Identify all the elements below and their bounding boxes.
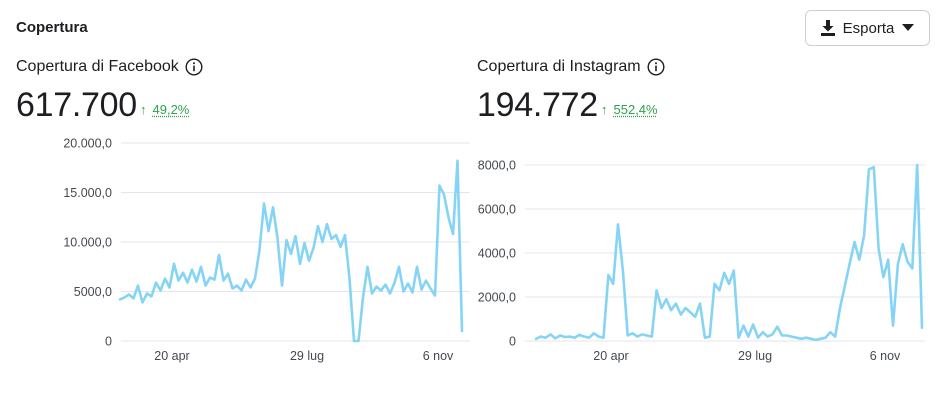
export-label: Esporta	[842, 19, 895, 37]
instagram-panel-title: Copertura di Instagram	[477, 58, 665, 76]
facebook-y-tick-label: 10.000,0	[63, 236, 112, 250]
instagram-reach-value: 194.772	[477, 86, 598, 124]
facebook-x-tick-label: 20 apr	[154, 349, 189, 363]
instagram-x-tick-label: 6 nov	[870, 349, 901, 363]
download-icon	[820, 20, 835, 36]
facebook-delta: ↑ 49,2%	[140, 102, 189, 117]
info-icon[interactable]	[185, 58, 203, 76]
instagram-delta: ↑ 552,4%	[601, 102, 658, 117]
instagram-y-tick-label: 8000,0	[478, 159, 516, 173]
caret-down-icon	[902, 24, 915, 31]
facebook-y-tick-label: 20.000,0	[63, 137, 112, 151]
facebook-y-tick-label: 5000,0	[74, 285, 112, 299]
instagram-x-tick-label: 20 apr	[593, 349, 628, 363]
instagram-reach-series-line[interactable]	[534, 163, 924, 342]
instagram-y-tick-label: 6000,0	[478, 203, 516, 217]
facebook-x-tick-label: 29 lug	[290, 349, 324, 363]
up-arrow-icon: ↑	[140, 102, 147, 117]
export-button[interactable]: Esporta	[805, 10, 930, 46]
instagram-x-tick-label: 29 lug	[738, 349, 772, 363]
facebook-reach-series-line[interactable]	[118, 159, 464, 343]
facebook-y-tick-label: 0	[105, 335, 112, 349]
facebook-x-tick-label: 6 nov	[423, 349, 454, 363]
up-arrow-icon: ↑	[601, 102, 608, 117]
facebook-panel-title: Copertura di Facebook	[16, 58, 203, 76]
instagram-y-tick-label: 0	[509, 335, 516, 349]
instagram-y-tick-label: 2000,0	[478, 291, 516, 305]
info-icon[interactable]	[647, 58, 665, 76]
facebook-y-tick-label: 15.000,0	[63, 186, 112, 200]
facebook-panel-title-text: Copertura di Facebook	[16, 58, 179, 75]
instagram-delta-percent[interactable]: 552,4%	[613, 102, 658, 117]
instagram-panel-title-text: Copertura di Instagram	[477, 58, 641, 75]
facebook-reach-value: 617.700	[16, 86, 137, 124]
instagram-y-tick-label: 4000,0	[478, 247, 516, 261]
facebook-delta-percent[interactable]: 49,2%	[152, 102, 190, 117]
section-title: Copertura	[16, 19, 88, 36]
